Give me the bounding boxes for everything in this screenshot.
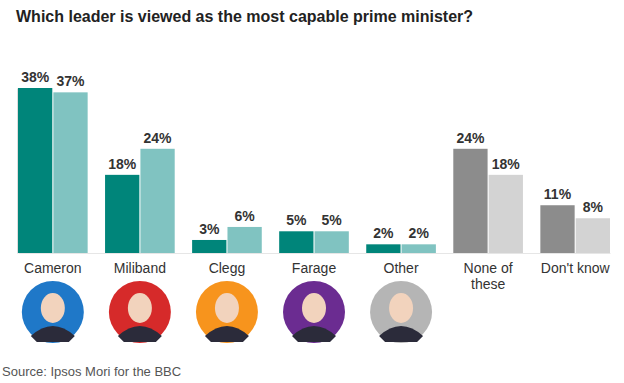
data-label: 24%	[144, 130, 173, 146]
portrait-face	[215, 293, 239, 323]
data-label: 3%	[199, 221, 220, 237]
bar	[192, 240, 226, 253]
data-labels: 38% 18% 3% 5% 2% 24% 11% 37% 24% 6% 5% 2% 18% 8%	[21, 69, 603, 241]
portrait-circle	[109, 281, 171, 343]
x-tick-label: None ofthese	[464, 260, 513, 292]
portrait-face	[389, 293, 413, 323]
bar	[279, 231, 313, 253]
bar	[140, 149, 174, 253]
portrait	[370, 281, 432, 343]
portrait-face	[302, 293, 326, 323]
x-tick: Other	[384, 253, 419, 276]
x-tick: Miliband	[114, 253, 166, 276]
y-axis	[17, 89, 18, 254]
x-tick: Cameron	[24, 253, 82, 276]
data-label: 8%	[583, 199, 604, 215]
portrait	[22, 281, 84, 343]
portrait-suit	[118, 326, 162, 342]
x-tick-label: Cameron	[24, 260, 82, 276]
data-label: 2%	[373, 225, 394, 241]
x-tick: Don't know	[541, 253, 611, 276]
portrait-face	[128, 293, 152, 323]
data-label: 24%	[456, 130, 485, 146]
portrait-suit	[31, 326, 75, 342]
data-label: 5%	[286, 212, 307, 228]
x-tick: Farage	[292, 253, 337, 276]
x-tick: None ofthese	[464, 253, 513, 292]
source: Source: Ipsos Mori for the BBC	[2, 364, 181, 379]
x-tick-label: Farage	[292, 260, 337, 276]
portrait	[283, 281, 345, 343]
portrait-face	[41, 293, 65, 323]
bar	[53, 92, 87, 253]
portrait	[109, 281, 171, 343]
portrait-suit	[205, 326, 249, 342]
data-label: 18%	[108, 156, 137, 172]
bar	[453, 149, 487, 253]
data-label: 38%	[21, 69, 50, 85]
chart: Which leader is viewed as the most capab…	[0, 0, 624, 383]
bar	[315, 231, 349, 253]
portrait-circle	[196, 281, 258, 343]
portrait-suit	[379, 326, 423, 342]
portrait-circle	[370, 281, 432, 343]
data-label: 5%	[322, 212, 343, 228]
portrait	[196, 281, 258, 343]
data-label: 37%	[56, 73, 85, 89]
bar	[489, 175, 523, 253]
data-label: 6%	[235, 208, 256, 224]
data-label: 18%	[492, 156, 521, 172]
bar	[576, 218, 610, 253]
bar	[402, 244, 436, 253]
x-axis-line	[19, 253, 611, 254]
bars	[18, 88, 610, 253]
portraits	[22, 281, 432, 343]
bar	[227, 227, 261, 253]
y-axis-line	[17, 89, 18, 254]
bar	[540, 205, 574, 253]
data-label: 2%	[409, 225, 430, 241]
x-tick-label: Miliband	[114, 260, 166, 276]
portrait-circle	[22, 281, 84, 343]
portrait-suit	[292, 326, 336, 342]
x-tick-label: Other	[384, 260, 419, 276]
bar	[105, 175, 139, 253]
title: Which leader is viewed as the most capab…	[16, 8, 473, 25]
portrait-circle	[283, 281, 345, 343]
x-tick: Clegg	[209, 253, 246, 276]
x-tick-label: Clegg	[209, 260, 246, 276]
bar	[366, 244, 400, 253]
bar	[18, 88, 52, 253]
x-tick-label: Don't know	[541, 260, 611, 276]
data-label: 11%	[544, 186, 572, 202]
